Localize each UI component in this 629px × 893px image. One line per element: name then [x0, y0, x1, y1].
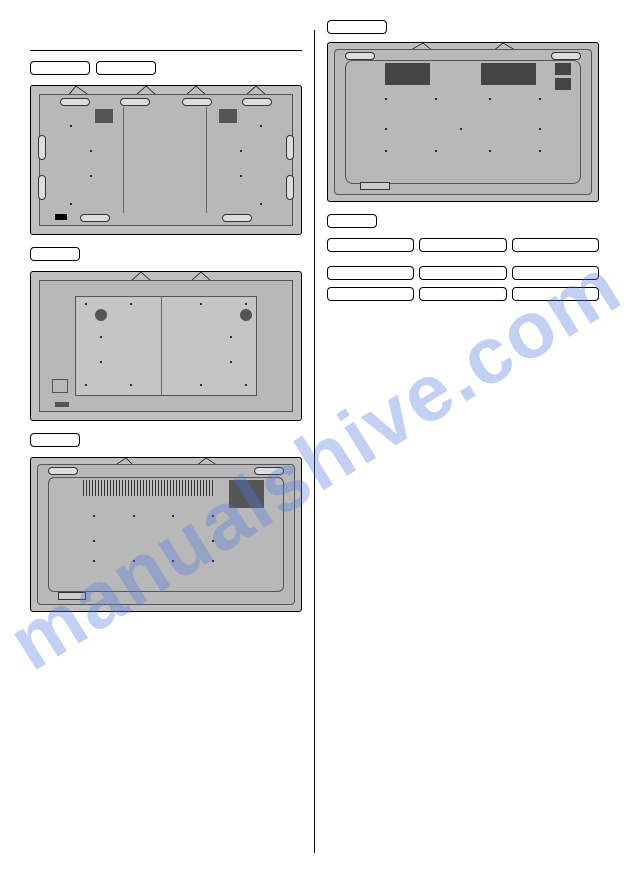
- slot: [80, 214, 110, 222]
- port: [55, 214, 67, 220]
- grid-cell: [327, 238, 414, 252]
- label-row-3: [30, 433, 302, 447]
- rear-diagram-4: [327, 42, 599, 202]
- seam: [161, 296, 162, 396]
- slot: [345, 52, 375, 60]
- column-divider: [314, 30, 315, 853]
- d4-rim: [345, 60, 581, 184]
- vent: [95, 309, 107, 321]
- seam: [123, 107, 124, 213]
- d3-inner: [37, 464, 295, 605]
- grid-cell: [419, 287, 506, 301]
- grid-cell: [327, 266, 414, 280]
- d1-inner: [39, 94, 293, 226]
- slot: [182, 98, 212, 106]
- grid-cell: [512, 238, 599, 252]
- slot: [286, 135, 294, 160]
- seam: [206, 107, 207, 213]
- slot: [38, 135, 46, 160]
- grid-cell: [512, 266, 599, 280]
- model-label-4: [30, 433, 80, 447]
- slot: [222, 214, 252, 222]
- d3-rim: [48, 477, 284, 592]
- slot: [48, 467, 78, 475]
- vent: [240, 309, 252, 321]
- d4-inner: [334, 49, 592, 195]
- grid-row-3: [327, 287, 599, 301]
- port: [55, 402, 69, 407]
- label-row-2: [30, 247, 302, 261]
- rear-diagram-3: [30, 457, 302, 612]
- rear-diagram-2: [30, 271, 302, 421]
- slot: [60, 98, 90, 106]
- page-root: [0, 0, 629, 893]
- slot: [254, 467, 284, 475]
- grid-cell: [419, 238, 506, 252]
- vent: [219, 109, 237, 123]
- model-label-r2: [327, 214, 377, 228]
- vent: [95, 109, 113, 123]
- grid-cell: [512, 287, 599, 301]
- port: [58, 592, 86, 600]
- label-row-top-right: [327, 20, 599, 34]
- section-rule: [30, 50, 302, 51]
- grid-row-2: [327, 266, 599, 280]
- label-row-below: [327, 214, 599, 228]
- grid-row-1: [327, 238, 599, 252]
- label-row-1: [30, 61, 302, 75]
- rear-diagram-1: [30, 85, 302, 235]
- d2-inner: [39, 280, 293, 412]
- slot: [551, 52, 581, 60]
- grid-cell: [419, 266, 506, 280]
- left-column: [30, 20, 302, 873]
- model-label-1: [30, 61, 90, 75]
- model-label-3: [30, 247, 80, 261]
- model-label-2: [96, 61, 156, 75]
- right-column: [327, 20, 599, 873]
- port: [52, 379, 68, 393]
- slot: [286, 175, 294, 200]
- port: [360, 182, 390, 190]
- slot: [242, 98, 272, 106]
- grid-cell: [327, 287, 414, 301]
- model-label-r1: [327, 20, 387, 34]
- slot: [120, 98, 150, 106]
- slot: [38, 175, 46, 200]
